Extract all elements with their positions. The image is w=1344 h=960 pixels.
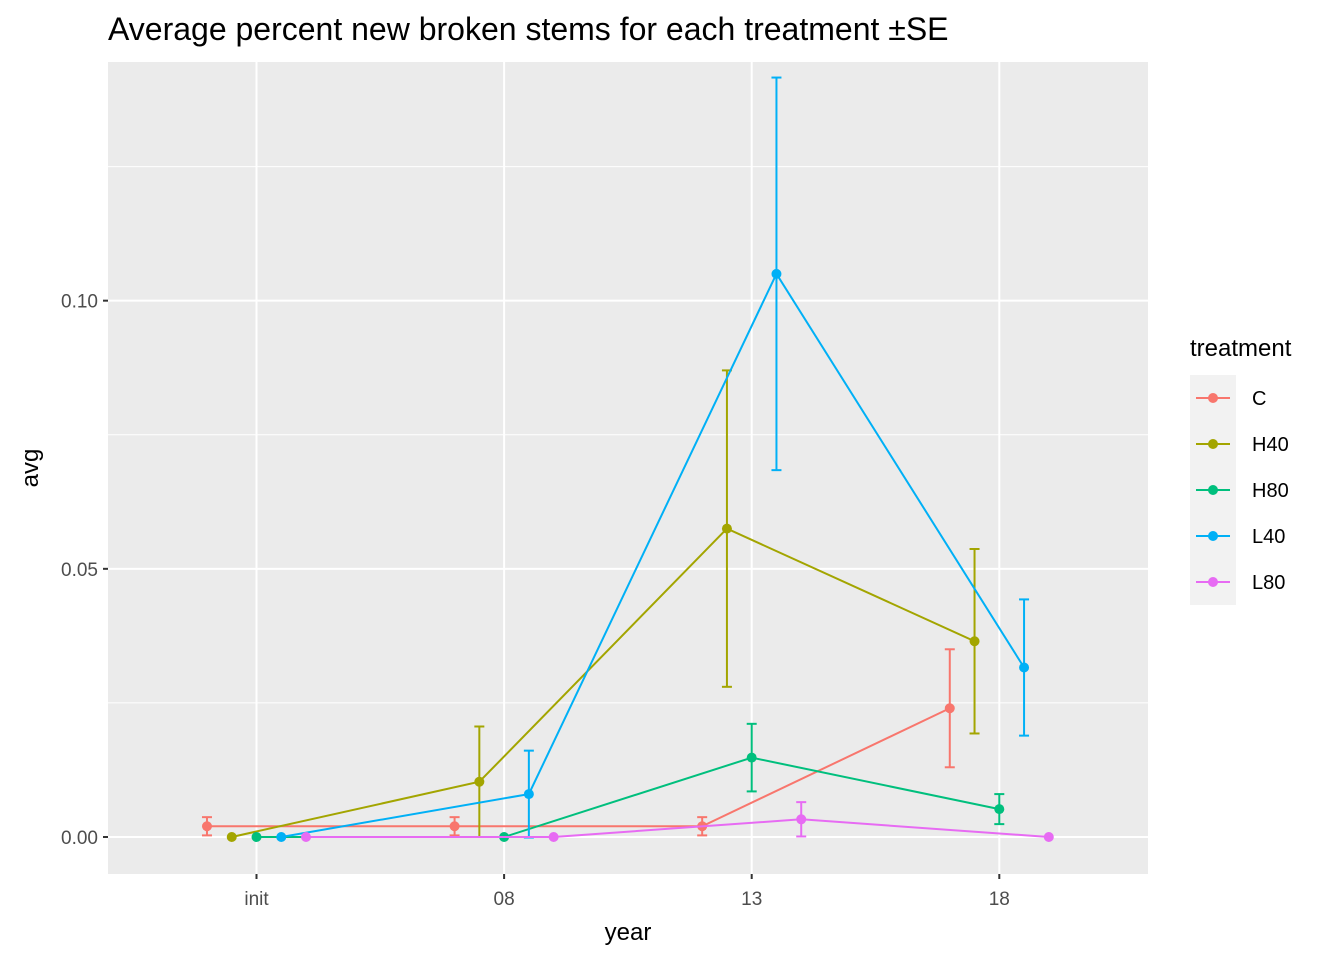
x-axis: init 08 13 18 <box>244 874 1010 910</box>
series-layer <box>201 76 1054 842</box>
x-tick-label: init <box>244 889 269 910</box>
legend-label: C <box>1252 388 1266 410</box>
data-point <box>276 831 287 842</box>
series-L40 <box>276 76 1030 842</box>
legend-label: H80 <box>1252 480 1289 502</box>
x-tick-label: 08 <box>494 889 515 910</box>
legend-key-point <box>1208 531 1218 541</box>
legend-label: L80 <box>1252 572 1285 594</box>
series-line <box>281 271 1025 838</box>
data-point <box>449 821 460 832</box>
series-line <box>306 818 1049 838</box>
legend-item-H80: H80 <box>1196 480 1289 502</box>
y-axis-title: avg <box>17 449 44 488</box>
series-L80 <box>301 801 1054 842</box>
data-point <box>771 268 782 279</box>
legend-item-H40: H40 <box>1196 434 1289 456</box>
data-point <box>746 752 757 763</box>
x-tick-label: 13 <box>741 889 762 910</box>
legend-item-L80: L80 <box>1196 572 1285 594</box>
legend-label: L40 <box>1252 526 1285 548</box>
legend-key-point <box>1208 439 1218 449</box>
data-point <box>523 789 534 800</box>
series-line <box>231 527 975 838</box>
data-point <box>796 814 807 825</box>
data-point <box>474 776 485 787</box>
legend-key-point <box>1208 393 1218 403</box>
series-C <box>201 648 955 837</box>
data-point <box>944 703 955 714</box>
legend-item-C: C <box>1196 388 1266 410</box>
series-line <box>206 707 951 828</box>
y-axis: 0.00 0.05 0.10 <box>61 292 108 849</box>
y-tick-label: 0.05 <box>61 560 98 581</box>
x-axis-title: year <box>605 919 652 946</box>
legend-item-L40: L40 <box>1196 526 1285 548</box>
data-point <box>1019 662 1030 673</box>
data-point <box>301 831 312 842</box>
y-tick-label: 0.10 <box>61 292 98 313</box>
plot-panel <box>108 62 1148 874</box>
data-point <box>721 523 732 534</box>
data-point <box>969 636 980 647</box>
y-tick-label: 0.00 <box>61 828 98 849</box>
x-tick-label: 18 <box>989 889 1010 910</box>
data-point <box>994 804 1005 815</box>
legend-key-point <box>1208 577 1218 587</box>
data-point <box>226 831 237 842</box>
data-point <box>1043 831 1054 842</box>
legend-title: treatment <box>1190 335 1292 362</box>
chart-title: Average percent new broken stems for eac… <box>108 11 949 47</box>
legend-label: H40 <box>1252 434 1289 456</box>
legend-key-point <box>1208 485 1218 495</box>
data-point <box>201 821 212 832</box>
data-point <box>548 831 559 842</box>
legend: treatment C H40 H80 L40 L80 <box>1190 335 1292 605</box>
data-point <box>251 831 262 842</box>
